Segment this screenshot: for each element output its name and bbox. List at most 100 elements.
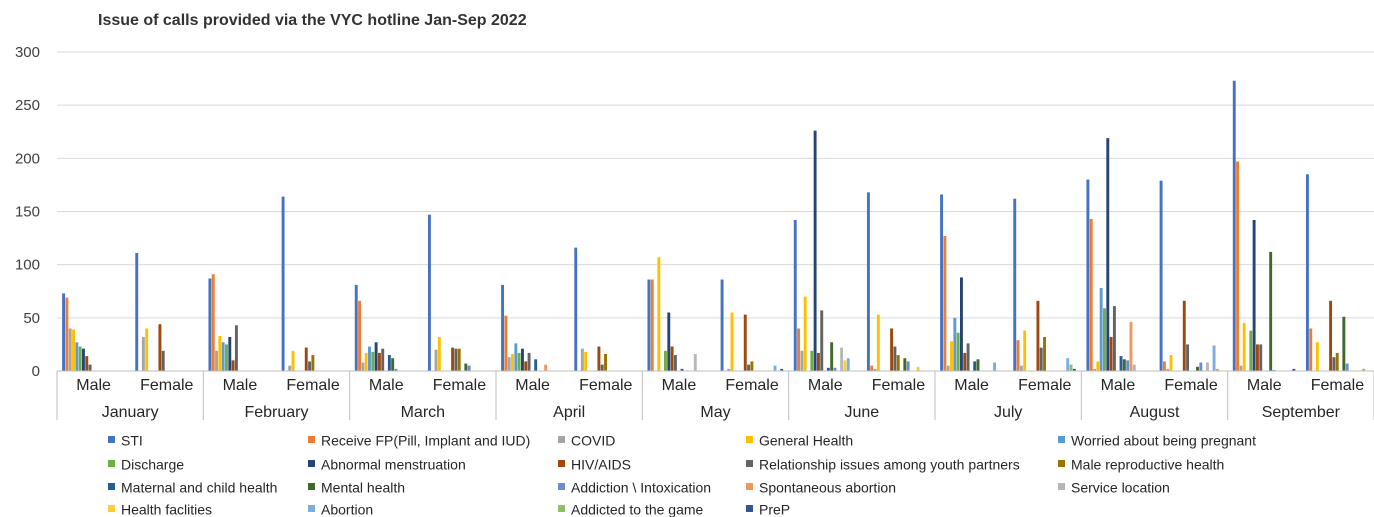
x-tick-label: Male (223, 377, 258, 394)
bar (1103, 308, 1106, 371)
bar (158, 324, 162, 371)
bar (1039, 347, 1043, 371)
x-tick-label: Female (725, 377, 778, 394)
legend-label: Male reproductive health (1071, 456, 1225, 473)
bar (574, 247, 578, 371)
bar (1166, 368, 1170, 371)
legend-label: Relationship issues among youth partners (759, 456, 1020, 473)
bar (288, 365, 292, 371)
x-tick-label: Female (433, 377, 486, 394)
bar (866, 192, 870, 371)
axes: 0 50 100 150 200 250 300 Male Female Male Female Ma… (15, 44, 1374, 421)
bar (1249, 330, 1253, 371)
bar (743, 314, 747, 371)
bar (1335, 352, 1339, 371)
bar (517, 352, 521, 371)
bar (800, 350, 804, 371)
legend-swatch (108, 504, 115, 512)
x-tick-label: Female (579, 377, 632, 394)
bar (1106, 138, 1110, 371)
bar (667, 312, 671, 371)
bar (1309, 328, 1313, 371)
bar (81, 348, 85, 371)
bar (1239, 365, 1243, 371)
bar (514, 343, 518, 371)
bar (1162, 361, 1166, 371)
legend-swatch (108, 459, 115, 467)
bar (1182, 300, 1186, 371)
bar (1169, 355, 1173, 371)
legend-item: Maternal and child health (108, 478, 277, 495)
bar (72, 329, 75, 371)
bar (906, 361, 910, 371)
bar (953, 317, 957, 371)
bar (747, 364, 751, 371)
bar (501, 284, 505, 371)
chart-title: Issue of calls provided via the VYC hotl… (98, 12, 527, 29)
bar (427, 214, 431, 371)
bar (1013, 198, 1017, 371)
bar (1023, 330, 1027, 371)
bar (820, 310, 824, 371)
legend-swatch (558, 459, 565, 467)
bar (1126, 360, 1130, 371)
bar (816, 352, 820, 371)
bar (225, 344, 228, 371)
bar (946, 365, 950, 371)
x-tick-label: Male (662, 377, 697, 394)
bar (527, 352, 531, 371)
bar (1066, 358, 1070, 371)
bar (534, 359, 538, 371)
bar (976, 359, 980, 371)
month-label: July (994, 404, 1022, 421)
month-label: August (1130, 404, 1180, 421)
legend-label: PreP (759, 501, 791, 517)
bar (1215, 368, 1219, 371)
legend-label: Abnormal menstruation (321, 456, 466, 473)
bar (916, 366, 920, 371)
legend-label: Addicted to the game (571, 501, 704, 517)
x-tick-label: Male (515, 377, 550, 394)
legend-item: HIV/AIDS (558, 455, 631, 472)
bar (1043, 336, 1046, 371)
x-tick-label: Female (1164, 377, 1217, 394)
bar (1269, 251, 1273, 371)
bar (1109, 336, 1113, 371)
x-tick-label: Female (872, 377, 925, 394)
bar (211, 274, 215, 371)
bar (454, 348, 458, 371)
bar (1315, 342, 1319, 371)
x-tick-label: Female (1311, 377, 1364, 394)
legend-label: Abortion (321, 501, 374, 517)
bar (870, 365, 874, 371)
x-tick-label: Male (369, 377, 404, 394)
x-tick-label: Male (76, 377, 111, 394)
bar (1119, 356, 1123, 371)
month-label: March (401, 404, 445, 421)
bar (437, 336, 441, 371)
legend-item: Abnormal menstruation (308, 455, 466, 473)
y-tick-label: 50 (23, 310, 40, 327)
bar (1199, 362, 1203, 371)
bar (693, 353, 697, 371)
bar (68, 328, 72, 371)
bar (893, 346, 897, 371)
x-tick-label: Male (808, 377, 843, 394)
bar (830, 342, 834, 371)
legend-label: General Health (759, 432, 854, 449)
bar (846, 358, 850, 371)
bar (161, 350, 165, 371)
bar (308, 361, 312, 371)
legend-item: Service location (1058, 478, 1170, 495)
bar (873, 368, 877, 371)
bar (457, 348, 461, 371)
bar (940, 194, 944, 371)
legend-swatch (746, 459, 753, 467)
bars (62, 80, 1366, 372)
bar (234, 325, 238, 371)
bar (896, 355, 900, 371)
bar (511, 353, 514, 371)
bar (597, 346, 601, 371)
legend-item: Discharge (108, 455, 184, 472)
bar (1242, 323, 1246, 371)
